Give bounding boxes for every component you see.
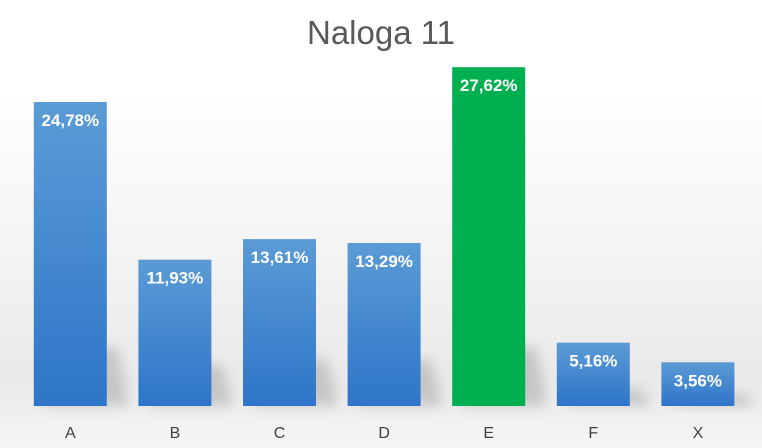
bar-a: [33, 102, 107, 406]
data-labels: 24,78% 11,93% 13,61% 13,29% 27,62% 5,16% 3,56%: [41, 76, 722, 390]
data-label-c: 13,61%: [251, 248, 309, 267]
tick-label-f: F: [588, 425, 598, 442]
data-label-x: 3,56%: [674, 371, 722, 390]
tick-label-d: D: [378, 425, 390, 442]
bar-x: [661, 362, 735, 406]
bar-c: [243, 239, 316, 406]
data-label-a: 24,78%: [41, 111, 99, 130]
tick-label-x: X: [693, 425, 704, 442]
bar-b: [138, 259, 212, 406]
bar-series: [33, 67, 735, 406]
data-label-f: 5,16%: [569, 352, 617, 371]
tick-label-c: C: [274, 425, 286, 442]
data-label-b: 11,93%: [147, 269, 204, 288]
data-label-e: 27,62%: [460, 76, 518, 95]
bar-e: [452, 67, 526, 406]
chart-title: Naloga 11: [307, 14, 455, 51]
tick-label-e: E: [483, 425, 494, 442]
tick-label-b: B: [170, 425, 181, 442]
bar-f: [556, 342, 630, 406]
bar-d: [347, 243, 421, 406]
data-label-d: 13,29%: [355, 252, 413, 271]
tick-label-a: A: [65, 425, 76, 442]
